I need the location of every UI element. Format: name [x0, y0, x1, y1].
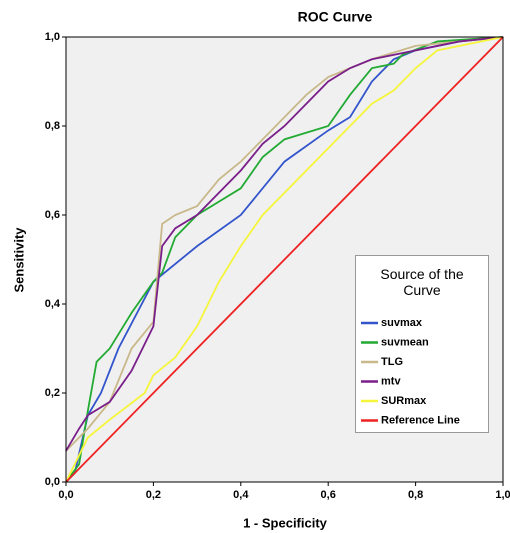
x-tick-label: 0,4 — [233, 489, 249, 501]
legend-title: Source of the Curve — [380, 266, 464, 298]
chart-title: ROC Curve — [298, 9, 373, 25]
legend-label: suvmax — [381, 317, 423, 329]
x-tick-label: 1,0 — [495, 489, 510, 501]
legend-label: SURmax — [381, 395, 427, 407]
y-tick-label: 1,0 — [45, 31, 60, 43]
roc-curve — [65, 36, 504, 483]
x-tick-label: 0,8 — [408, 489, 423, 501]
y-tick-label: 0,2 — [45, 387, 60, 399]
legend-label: TLG — [381, 356, 403, 368]
legend: Source of the Curve suvmax suvmean TLG mtv S… — [355, 255, 489, 433]
legend-label: Reference Line — [381, 414, 460, 426]
legend-svg: suvmax suvmean TLG mtv SURmax Reference Line — [361, 317, 460, 426]
y-tick-label: 0,8 — [45, 120, 60, 132]
roc-curve — [65, 36, 504, 483]
x-tick-label: 0,2 — [146, 489, 161, 501]
roc-curve — [65, 36, 504, 483]
y-axis-label: Sensitivity — [11, 227, 26, 293]
plot-border — [65, 36, 504, 483]
legend-label: suvmean — [381, 336, 429, 348]
roc-curve — [65, 36, 504, 452]
x-axis-label: 1 - Specificity — [243, 515, 328, 530]
y-tick-label: 0,0 — [45, 476, 60, 488]
x-tick-label: 0,0 — [58, 489, 73, 501]
y-tick-label: 0,6 — [45, 209, 60, 221]
x-tick-label: 0,6 — [321, 489, 336, 501]
y-tick-label: 0,4 — [45, 298, 61, 310]
legend-label: mtv — [381, 375, 401, 387]
